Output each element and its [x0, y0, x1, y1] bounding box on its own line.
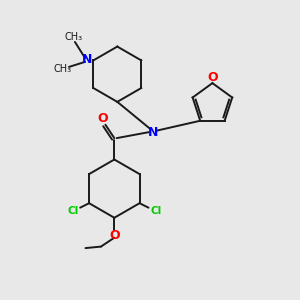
- Text: Cl: Cl: [150, 206, 161, 216]
- Text: CH₃: CH₃: [54, 64, 72, 74]
- Text: CH₃: CH₃: [65, 32, 83, 42]
- Text: N: N: [82, 53, 93, 66]
- Text: N: N: [148, 126, 158, 139]
- Text: O: O: [207, 71, 218, 84]
- Text: Cl: Cl: [67, 206, 78, 216]
- Text: O: O: [97, 112, 108, 125]
- Text: O: O: [109, 229, 120, 242]
